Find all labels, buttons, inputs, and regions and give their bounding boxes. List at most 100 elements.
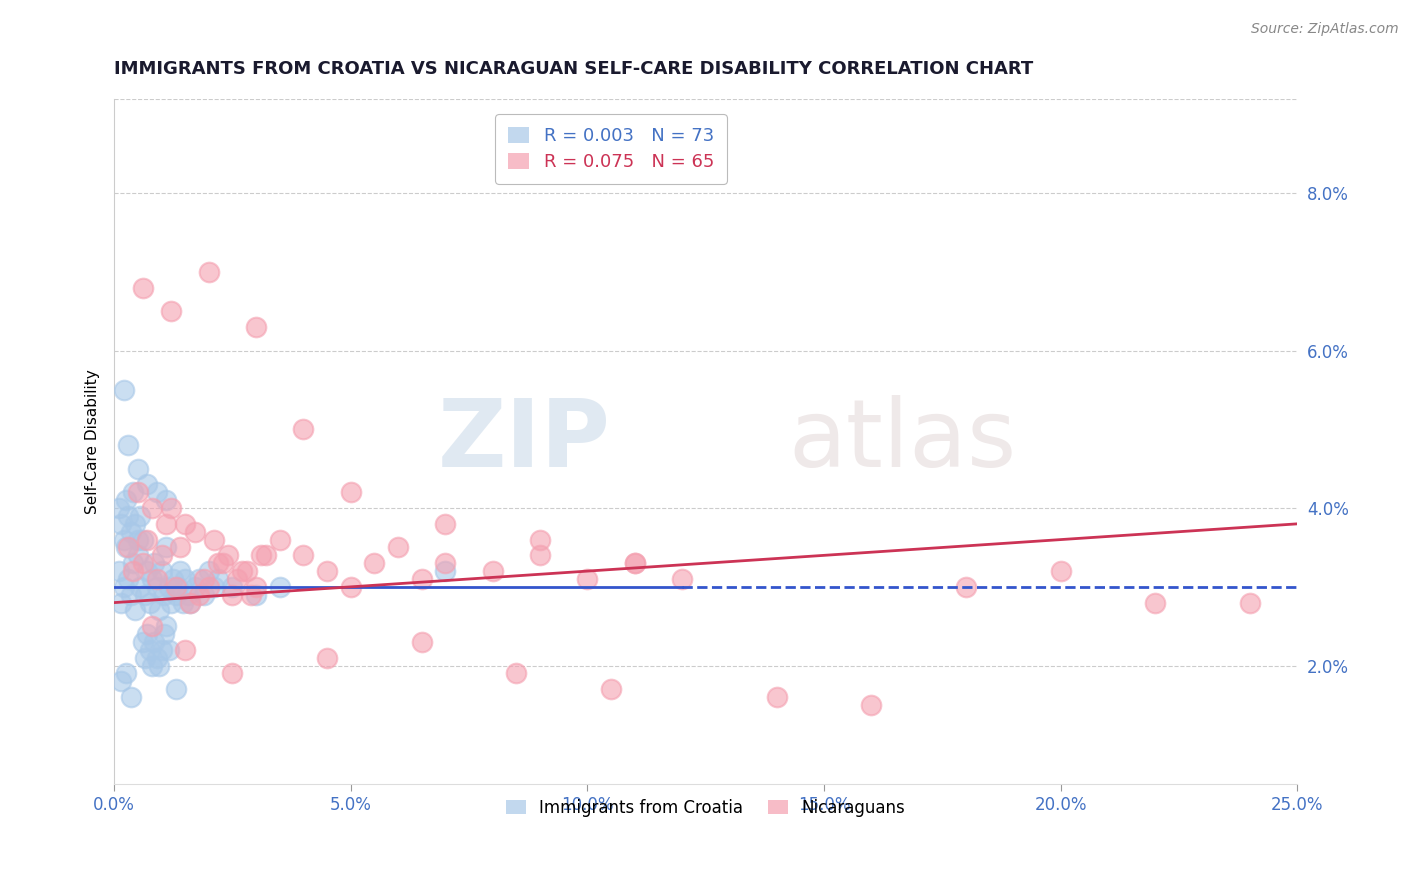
Point: [110, 516, 132, 531]
Point: [146, 572, 169, 586]
Point: [529, 533, 551, 547]
Point: [143, 635, 166, 649]
Point: [150, 564, 173, 578]
Point: [134, 588, 156, 602]
Point: [339, 485, 361, 500]
Point: [122, 485, 145, 500]
Point: [221, 588, 243, 602]
Point: [155, 493, 177, 508]
Point: [207, 556, 229, 570]
Point: [207, 572, 229, 586]
Point: [221, 666, 243, 681]
Point: [245, 320, 267, 334]
Point: [240, 588, 263, 602]
Point: [127, 549, 149, 563]
Point: [221, 580, 243, 594]
Point: [179, 596, 201, 610]
Point: [115, 493, 138, 508]
Point: [165, 588, 187, 602]
Point: [150, 549, 173, 563]
Point: [153, 627, 176, 641]
Point: [434, 564, 457, 578]
Point: [108, 501, 131, 516]
Point: [623, 556, 645, 570]
Point: [183, 524, 205, 539]
Point: [112, 580, 135, 594]
Point: [202, 580, 225, 594]
Point: [434, 556, 457, 570]
Point: [129, 508, 152, 523]
Point: [155, 619, 177, 633]
Point: [193, 572, 215, 586]
Point: [269, 533, 291, 547]
Point: [157, 643, 180, 657]
Point: [122, 556, 145, 570]
Point: [316, 650, 339, 665]
Point: [160, 596, 183, 610]
Point: [169, 541, 191, 555]
Legend: Immigrants from Croatia, Nicaraguans: Immigrants from Croatia, Nicaraguans: [499, 792, 912, 823]
Text: Source: ZipAtlas.com: Source: ZipAtlas.com: [1251, 22, 1399, 37]
Point: [146, 485, 169, 500]
Point: [217, 549, 239, 563]
Point: [117, 541, 139, 555]
Point: [198, 564, 221, 578]
Point: [860, 698, 883, 712]
Point: [127, 533, 149, 547]
Point: [481, 564, 503, 578]
Point: [165, 682, 187, 697]
Point: [117, 438, 139, 452]
Point: [141, 572, 163, 586]
Point: [136, 564, 159, 578]
Point: [120, 690, 142, 705]
Point: [174, 516, 197, 531]
Point: [411, 635, 433, 649]
Point: [160, 501, 183, 516]
Text: ZIP: ZIP: [439, 395, 612, 487]
Point: [117, 508, 139, 523]
Point: [269, 580, 291, 594]
Point: [148, 658, 170, 673]
Point: [292, 422, 315, 436]
Point: [363, 556, 385, 570]
Point: [155, 541, 177, 555]
Point: [115, 666, 138, 681]
Point: [245, 588, 267, 602]
Point: [131, 556, 153, 570]
Point: [131, 533, 153, 547]
Point: [169, 564, 191, 578]
Point: [1049, 564, 1071, 578]
Point: [179, 596, 201, 610]
Point: [115, 541, 138, 555]
Point: [120, 588, 142, 602]
Point: [505, 666, 527, 681]
Point: [131, 280, 153, 294]
Point: [529, 549, 551, 563]
Point: [136, 627, 159, 641]
Point: [316, 564, 339, 578]
Point: [188, 572, 211, 586]
Point: [150, 643, 173, 657]
Point: [202, 533, 225, 547]
Point: [245, 580, 267, 594]
Point: [136, 533, 159, 547]
Point: [188, 588, 211, 602]
Point: [765, 690, 787, 705]
Point: [576, 572, 599, 586]
Point: [124, 516, 146, 531]
Point: [129, 580, 152, 594]
Point: [124, 603, 146, 617]
Point: [108, 564, 131, 578]
Point: [143, 556, 166, 570]
Point: [122, 564, 145, 578]
Point: [138, 643, 160, 657]
Point: [193, 588, 215, 602]
Point: [387, 541, 409, 555]
Point: [167, 580, 190, 594]
Point: [112, 533, 135, 547]
Point: [148, 603, 170, 617]
Point: [134, 650, 156, 665]
Point: [160, 304, 183, 318]
Text: atlas: atlas: [789, 395, 1017, 487]
Point: [172, 596, 194, 610]
